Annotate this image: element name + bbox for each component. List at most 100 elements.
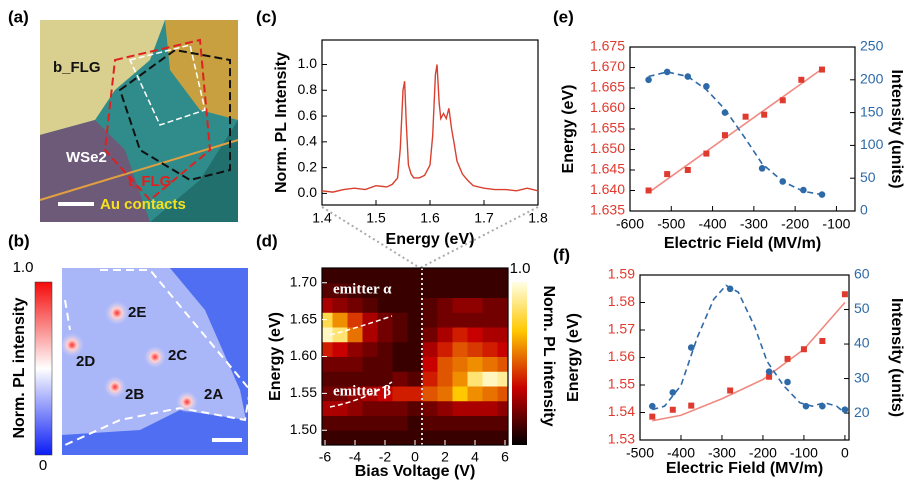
heatmap-cell xyxy=(452,341,468,357)
data-point xyxy=(818,66,825,73)
heatmap-cell xyxy=(407,297,423,313)
image-label: Au contacts xyxy=(100,196,186,213)
x-axis-label: Energy (eV) xyxy=(386,231,475,248)
data-point xyxy=(663,68,671,76)
heatmap-cells xyxy=(322,268,508,445)
emitter-guide xyxy=(329,381,393,408)
heatmap-cell xyxy=(452,415,468,431)
y-tick-label: 0.2 xyxy=(298,158,318,174)
data-point xyxy=(766,373,773,380)
x-tick-label: -400 xyxy=(699,216,727,232)
data-point xyxy=(784,355,791,362)
heatmap-cell xyxy=(467,386,483,402)
heatmap-cell xyxy=(482,371,498,387)
heatmap-cell xyxy=(322,327,333,343)
image-label: t_FLG xyxy=(128,173,171,190)
heatmap-cell xyxy=(332,356,348,372)
heatmap-cell xyxy=(322,356,333,372)
heatmap-cell xyxy=(392,371,408,387)
heatmap-cell xyxy=(347,415,363,431)
y-axis-label: Energy (eV) xyxy=(267,312,284,401)
y-tick-label: 1.635 xyxy=(590,202,625,218)
heatmap-cell xyxy=(392,297,408,313)
heatmap-cell xyxy=(452,312,468,328)
data-point xyxy=(818,191,826,198)
y-tick-label: 1.56 xyxy=(608,348,635,364)
y2-tick-label: 200 xyxy=(860,71,884,87)
connector xyxy=(419,206,539,269)
heatmap-cell xyxy=(482,341,498,357)
y-tick-label: 1.665 xyxy=(590,79,625,95)
heatmap-cell xyxy=(497,415,508,431)
heatmap-cell xyxy=(422,341,438,357)
heatmap-cell xyxy=(347,327,363,343)
heatmap-cell xyxy=(437,386,453,402)
y2-axis-label: Intensity (units) xyxy=(888,69,905,188)
heatmap-cell xyxy=(362,400,378,416)
heatmap-cell xyxy=(467,312,483,328)
heatmap-cell xyxy=(452,400,468,416)
colorbar-tick-label: 0 xyxy=(39,457,47,474)
data-point xyxy=(669,389,677,396)
heatmap-cell xyxy=(482,327,498,343)
heatmap-cell xyxy=(377,400,393,416)
heatmap-cell xyxy=(362,415,378,431)
heatmap-cell xyxy=(482,268,498,284)
heatmap-cell xyxy=(392,356,408,372)
data-point xyxy=(819,402,826,410)
heatmap-cell xyxy=(407,415,423,431)
x-tick-label: 1.7 xyxy=(474,210,494,226)
fit-line xyxy=(648,66,825,194)
heatmap-cell xyxy=(392,430,408,445)
data-point xyxy=(800,346,807,353)
heatmap-cell xyxy=(437,312,453,328)
emitter-guide xyxy=(329,315,393,336)
panel-label: (a) xyxy=(8,7,29,26)
data-point xyxy=(688,402,695,409)
data-point xyxy=(648,402,656,410)
y2-tick-label: 30 xyxy=(854,369,870,385)
y-tick-label: 1.59 xyxy=(608,266,635,282)
colorbar-label: Norm. PL intensity xyxy=(540,285,557,426)
heatmap-cell xyxy=(332,297,348,313)
heatmap-cell xyxy=(407,386,423,402)
x-tick-label: 1.5 xyxy=(366,210,386,226)
x-tick-label: -100 xyxy=(822,216,850,232)
heatmap-cell xyxy=(347,386,363,402)
heatmap-cell xyxy=(407,400,423,416)
heatmap-cell xyxy=(332,371,348,387)
heatmap-cell xyxy=(362,327,378,343)
heatmap-cell xyxy=(467,356,483,372)
heatmap-cell xyxy=(407,268,423,284)
x-tick-label: -6 xyxy=(319,449,332,465)
heatmap-cell xyxy=(362,297,378,313)
y2-tick-label: 50 xyxy=(860,169,876,185)
data-point xyxy=(727,387,734,394)
x-tick-label: 1.6 xyxy=(420,210,440,226)
panel-label: (b) xyxy=(8,231,30,250)
heatmap-cell xyxy=(437,415,453,431)
heatmap-cell xyxy=(452,327,468,343)
heatmap-cell xyxy=(407,430,423,445)
heatmap-cell xyxy=(347,400,363,416)
heatmap-cell xyxy=(332,312,348,328)
colorbar-tick-label: 1.0 xyxy=(13,259,34,276)
heatmap-cell xyxy=(422,386,438,402)
heatmap-cell xyxy=(467,297,483,313)
heatmap-cell xyxy=(497,341,508,357)
y2-tick-label: 60 xyxy=(854,266,870,282)
heatmap-cell xyxy=(377,282,393,298)
heatmap-cell xyxy=(377,371,393,387)
x-tick-label: 0 xyxy=(411,449,419,465)
y-tick-label: 1.650 xyxy=(590,140,625,156)
heatmap-cell xyxy=(392,282,408,298)
heatmap-cell xyxy=(322,400,333,416)
heatmap-cell xyxy=(332,282,348,298)
x-tick-label: -600 xyxy=(616,216,644,232)
x-tick-label: -300 xyxy=(740,216,768,232)
heatmap-cell xyxy=(452,386,468,402)
heatmap-cell xyxy=(362,356,378,372)
x-axis-label: Bias Voltage (V) xyxy=(355,463,476,480)
y-tick-label: 1.55 xyxy=(608,376,635,392)
